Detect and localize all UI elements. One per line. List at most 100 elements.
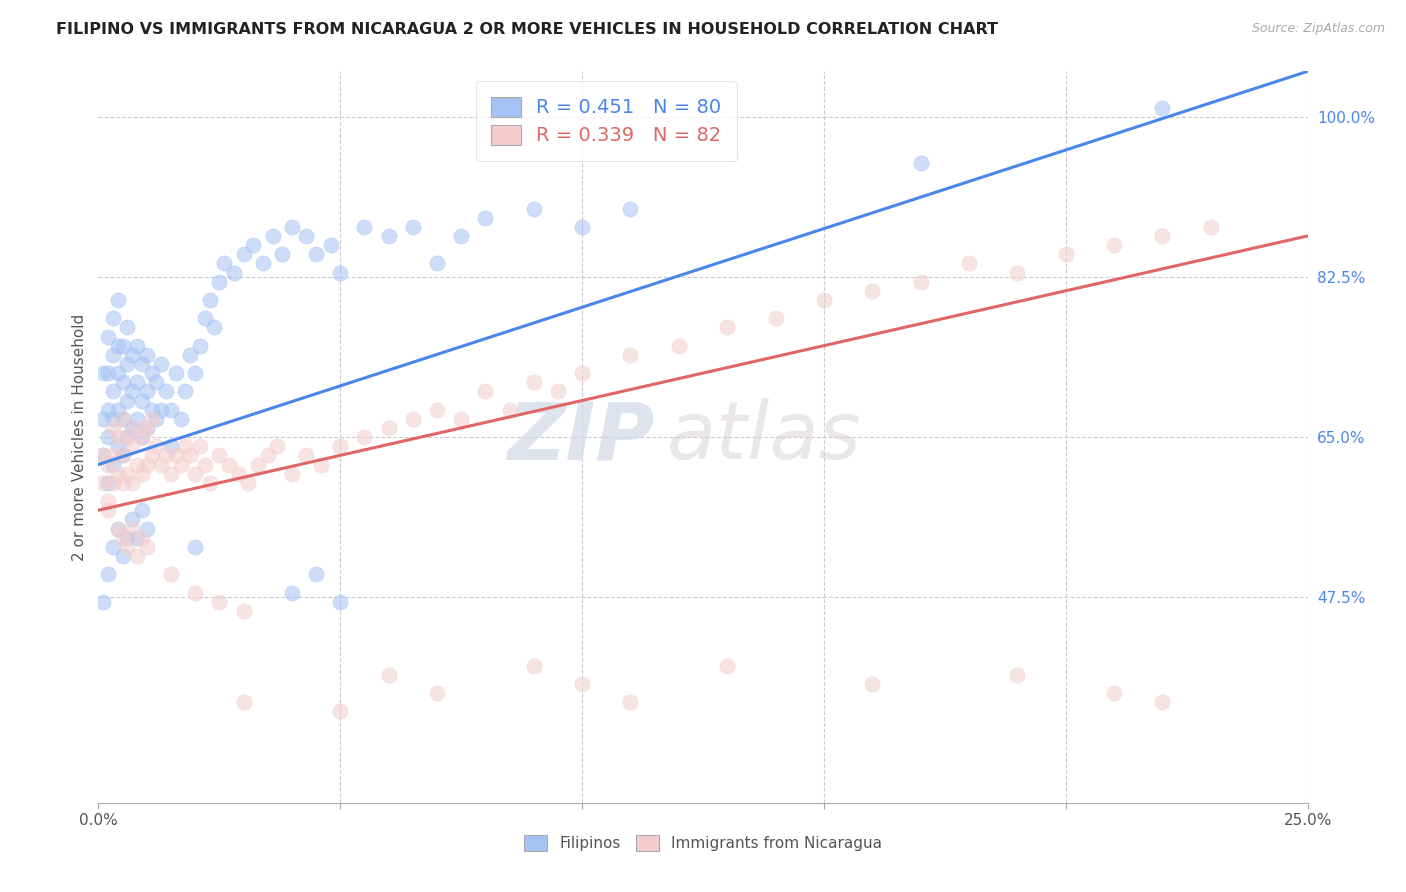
Point (716, 658, 738, 673)
Point (145, 439, 167, 453)
Point (97, 366, 120, 380)
Point (111, 411, 134, 425)
Point (1152, 101, 1174, 115)
Point (141, 402, 163, 417)
Point (295, 449, 318, 463)
Point (117, 467, 139, 481)
Y-axis label: 2 or more Vehicles in Household: 2 or more Vehicles in Household (72, 313, 87, 561)
Point (107, 467, 129, 481)
Point (232, 247, 254, 261)
Point (329, 595, 352, 609)
Point (165, 366, 187, 380)
Point (910, 155, 932, 169)
Point (101, 421, 124, 435)
Point (131, 393, 153, 408)
Point (111, 449, 134, 463)
Point (141, 449, 163, 463)
Point (262, 228, 284, 243)
Point (117, 320, 139, 334)
Point (716, 320, 738, 334)
Point (107, 402, 129, 417)
Point (208, 595, 231, 609)
Point (295, 228, 318, 243)
Point (111, 376, 134, 390)
Point (91, 595, 114, 609)
Point (141, 411, 163, 425)
Point (619, 695, 641, 709)
Point (121, 348, 143, 362)
Point (329, 705, 352, 719)
Point (619, 202, 641, 216)
Point (107, 293, 129, 307)
Point (228, 467, 250, 481)
Text: atlas: atlas (666, 398, 862, 476)
Point (121, 521, 143, 535)
Point (1102, 238, 1125, 252)
Point (319, 238, 342, 252)
Point (131, 430, 153, 444)
Point (813, 293, 835, 307)
Point (111, 549, 134, 563)
Point (571, 366, 593, 380)
Point (198, 293, 221, 307)
Text: ZIP: ZIP (508, 398, 655, 476)
Point (97, 494, 120, 508)
Point (111, 531, 134, 545)
Point (1054, 247, 1077, 261)
Point (91, 411, 114, 425)
Point (135, 540, 157, 554)
Point (127, 339, 149, 353)
Point (117, 357, 139, 371)
Point (97, 567, 120, 582)
Point (107, 439, 129, 453)
Point (426, 256, 449, 270)
Point (242, 238, 264, 252)
Point (155, 384, 177, 399)
Point (131, 467, 153, 481)
Point (160, 439, 183, 453)
Point (377, 421, 399, 435)
Point (179, 449, 201, 463)
Point (247, 458, 270, 472)
Point (131, 430, 153, 444)
Point (668, 339, 690, 353)
Point (402, 219, 425, 234)
Point (281, 467, 304, 481)
Point (135, 421, 157, 435)
Point (765, 311, 787, 326)
Point (111, 411, 134, 425)
Point (121, 475, 143, 490)
Point (232, 604, 254, 618)
Point (309, 458, 332, 472)
Point (107, 430, 129, 444)
Point (910, 275, 932, 289)
Point (135, 384, 157, 399)
Point (101, 540, 124, 554)
Point (101, 411, 124, 425)
Point (619, 348, 641, 362)
Point (127, 421, 149, 435)
Point (329, 266, 352, 280)
Point (169, 411, 191, 425)
Point (188, 339, 211, 353)
Point (212, 256, 235, 270)
Point (117, 540, 139, 554)
Point (160, 567, 183, 582)
Point (1007, 266, 1029, 280)
Point (111, 449, 134, 463)
Point (111, 339, 134, 353)
Point (426, 402, 449, 417)
Point (1102, 686, 1125, 700)
Point (97, 458, 120, 472)
Point (860, 284, 883, 298)
Point (121, 439, 143, 453)
Point (1199, 219, 1222, 234)
Point (131, 531, 153, 545)
Point (1152, 695, 1174, 709)
Point (150, 402, 173, 417)
Point (474, 211, 496, 225)
Point (188, 439, 211, 453)
Point (266, 439, 288, 453)
Point (523, 376, 546, 390)
Point (377, 228, 399, 243)
